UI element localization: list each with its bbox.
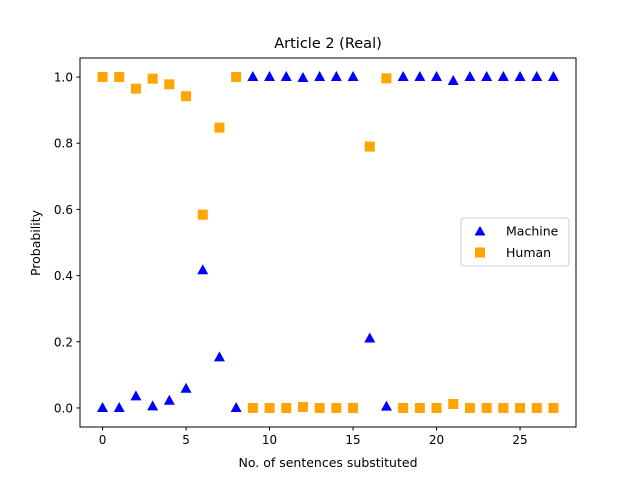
human-point — [114, 72, 125, 83]
series-machine — [97, 71, 559, 412]
y-tick-label: 0.2 — [54, 335, 73, 349]
legend-machine-triangle-icon — [474, 226, 486, 236]
machine-point — [397, 71, 409, 82]
machine-point — [447, 75, 459, 86]
machine-point — [347, 71, 359, 82]
human-point — [481, 402, 492, 413]
machine-point — [330, 71, 342, 82]
machine-point — [514, 71, 526, 82]
machine-point — [264, 71, 276, 82]
human-point — [130, 83, 141, 94]
machine-point — [464, 71, 476, 82]
human-point — [97, 72, 108, 83]
human-point — [464, 402, 475, 413]
x-tick-label: 20 — [429, 433, 444, 447]
human-point — [331, 402, 342, 413]
human-point — [448, 398, 459, 409]
human-point — [348, 402, 359, 413]
human-point — [398, 402, 409, 413]
machine-point — [163, 394, 175, 405]
machine-point — [230, 401, 242, 412]
machine-point — [280, 71, 292, 82]
machine-point — [113, 401, 125, 412]
x-tick-label: 15 — [345, 433, 360, 447]
machine-point — [431, 71, 443, 82]
human-point — [147, 73, 158, 84]
x-tick-label: 0 — [99, 433, 107, 447]
y-tick-label: 0.0 — [54, 401, 73, 415]
machine-point — [213, 351, 225, 362]
legend-frame — [460, 217, 570, 267]
machine-point — [297, 72, 309, 83]
human-point — [364, 141, 375, 152]
machine-point — [147, 400, 159, 411]
human-point — [197, 209, 208, 220]
human-point — [181, 91, 192, 102]
machine-point — [414, 71, 426, 82]
machine-point — [97, 401, 109, 412]
x-tick-label: 5 — [182, 433, 190, 447]
y-tick-label: 0.8 — [54, 137, 73, 151]
series-human — [97, 72, 559, 413]
machine-point — [531, 71, 543, 82]
plot-area-frame — [79, 57, 577, 428]
human-point — [414, 402, 425, 413]
human-point — [281, 402, 292, 413]
data-points — [97, 71, 559, 413]
machine-point — [197, 264, 209, 275]
human-point — [498, 402, 509, 413]
chart-title: Article 2 (Real) — [274, 36, 382, 52]
machine-point — [481, 71, 493, 82]
human-point — [431, 402, 442, 413]
legend-machine-label: Machine — [506, 224, 559, 239]
human-point — [297, 401, 308, 412]
x-tick-label: 25 — [512, 433, 527, 447]
legend-human-label: Human — [506, 245, 551, 260]
human-point — [548, 402, 559, 413]
machine-point — [180, 382, 192, 393]
machine-point — [547, 71, 559, 82]
machine-point — [314, 71, 326, 82]
machine-point — [380, 400, 392, 411]
y-tick-label: 0.6 — [54, 203, 73, 217]
x-tick-label: 10 — [262, 433, 277, 447]
human-point — [264, 402, 275, 413]
axis-ticks: 0 5 10 15 20 25 0.0 0.2 0.4 0.6 0.8 1.0 — [54, 71, 528, 447]
human-point — [314, 402, 325, 413]
machine-point — [130, 390, 142, 401]
y-axis-label: Probability — [28, 209, 43, 276]
human-point — [531, 402, 542, 413]
legend: Machine Human — [460, 217, 570, 267]
x-axis-label: No. of sentences substituted — [238, 455, 417, 470]
machine-point — [497, 71, 509, 82]
y-tick-label: 0.4 — [54, 269, 73, 283]
human-point — [231, 72, 242, 83]
y-tick-label: 1.0 — [54, 71, 73, 85]
human-point — [214, 122, 225, 133]
human-point — [164, 79, 175, 90]
legend-human-square-icon — [475, 247, 485, 258]
machine-point — [364, 332, 376, 343]
machine-point — [247, 71, 259, 82]
human-point — [515, 402, 526, 413]
human-point — [247, 402, 258, 413]
human-point — [381, 73, 392, 84]
